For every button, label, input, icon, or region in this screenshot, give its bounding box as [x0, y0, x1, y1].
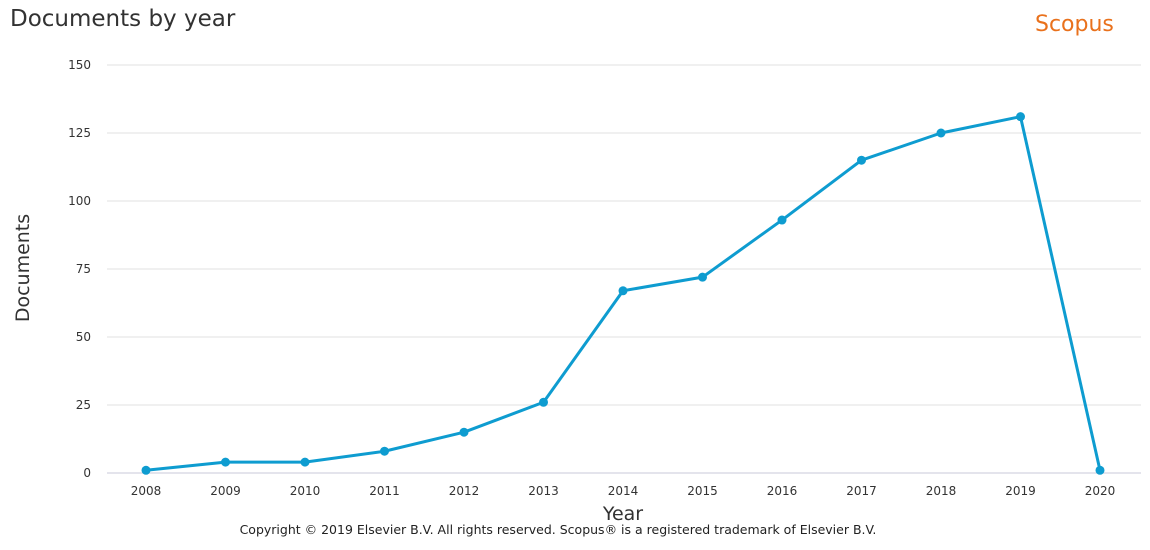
y-tick-label: 25 — [76, 398, 91, 412]
x-tick-label: 2015 — [687, 484, 718, 498]
data-point[interactable] — [539, 397, 548, 407]
x-axis-label: Year — [602, 503, 643, 525]
data-point[interactable] — [300, 457, 310, 467]
scopus-logo[interactable]: Scopus — [1035, 12, 1114, 37]
data-point[interactable] — [698, 272, 707, 282]
y-tick-label: 0 — [83, 466, 91, 480]
data-point[interactable] — [141, 465, 151, 475]
x-tick-label: 2017 — [846, 484, 877, 498]
data-point[interactable] — [380, 446, 389, 456]
data-point[interactable] — [777, 215, 787, 225]
y-tick-label: 150 — [68, 58, 91, 72]
y-tick-label: 75 — [76, 262, 91, 276]
x-tick-label: 2011 — [369, 484, 400, 498]
y-axis-label: Documents — [12, 214, 34, 322]
data-point[interactable] — [1095, 465, 1105, 475]
data-points — [141, 112, 1105, 475]
y-tick-label: 50 — [76, 330, 91, 344]
y-tick-label: 125 — [68, 126, 91, 140]
x-tick-label: 2016 — [767, 484, 798, 498]
x-tick-label: 2013 — [528, 484, 559, 498]
data-point[interactable] — [936, 128, 946, 138]
x-tick-label: 2020 — [1085, 484, 1116, 498]
x-axis-ticks: 2008 2009 2010 2011 2012 2013 2014 2015 2016 2017… — [131, 484, 1116, 498]
y-axis-ticks: 0 25 50 75 100 125 150 — [68, 58, 91, 480]
copyright-notice: Copyright © 2019 Elsevier B.V. All right… — [239, 522, 877, 537]
x-tick-label: 2014 — [608, 484, 639, 498]
data-point[interactable] — [857, 155, 866, 165]
x-tick-label: 2019 — [1005, 484, 1036, 498]
data-point[interactable] — [459, 427, 469, 437]
x-tick-label: 2012 — [449, 484, 480, 498]
x-tick-label: 2010 — [290, 484, 321, 498]
data-point[interactable] — [618, 286, 628, 296]
x-tick-label: 2008 — [131, 484, 162, 498]
data-point[interactable] — [1016, 112, 1025, 122]
x-tick-label: 2018 — [926, 484, 957, 498]
chart-title: Documents by year — [10, 6, 236, 32]
x-tick-label: 2009 — [210, 484, 241, 498]
grid-lines — [107, 64, 1141, 406]
y-tick-label: 100 — [68, 194, 91, 208]
data-point[interactable] — [221, 457, 230, 467]
